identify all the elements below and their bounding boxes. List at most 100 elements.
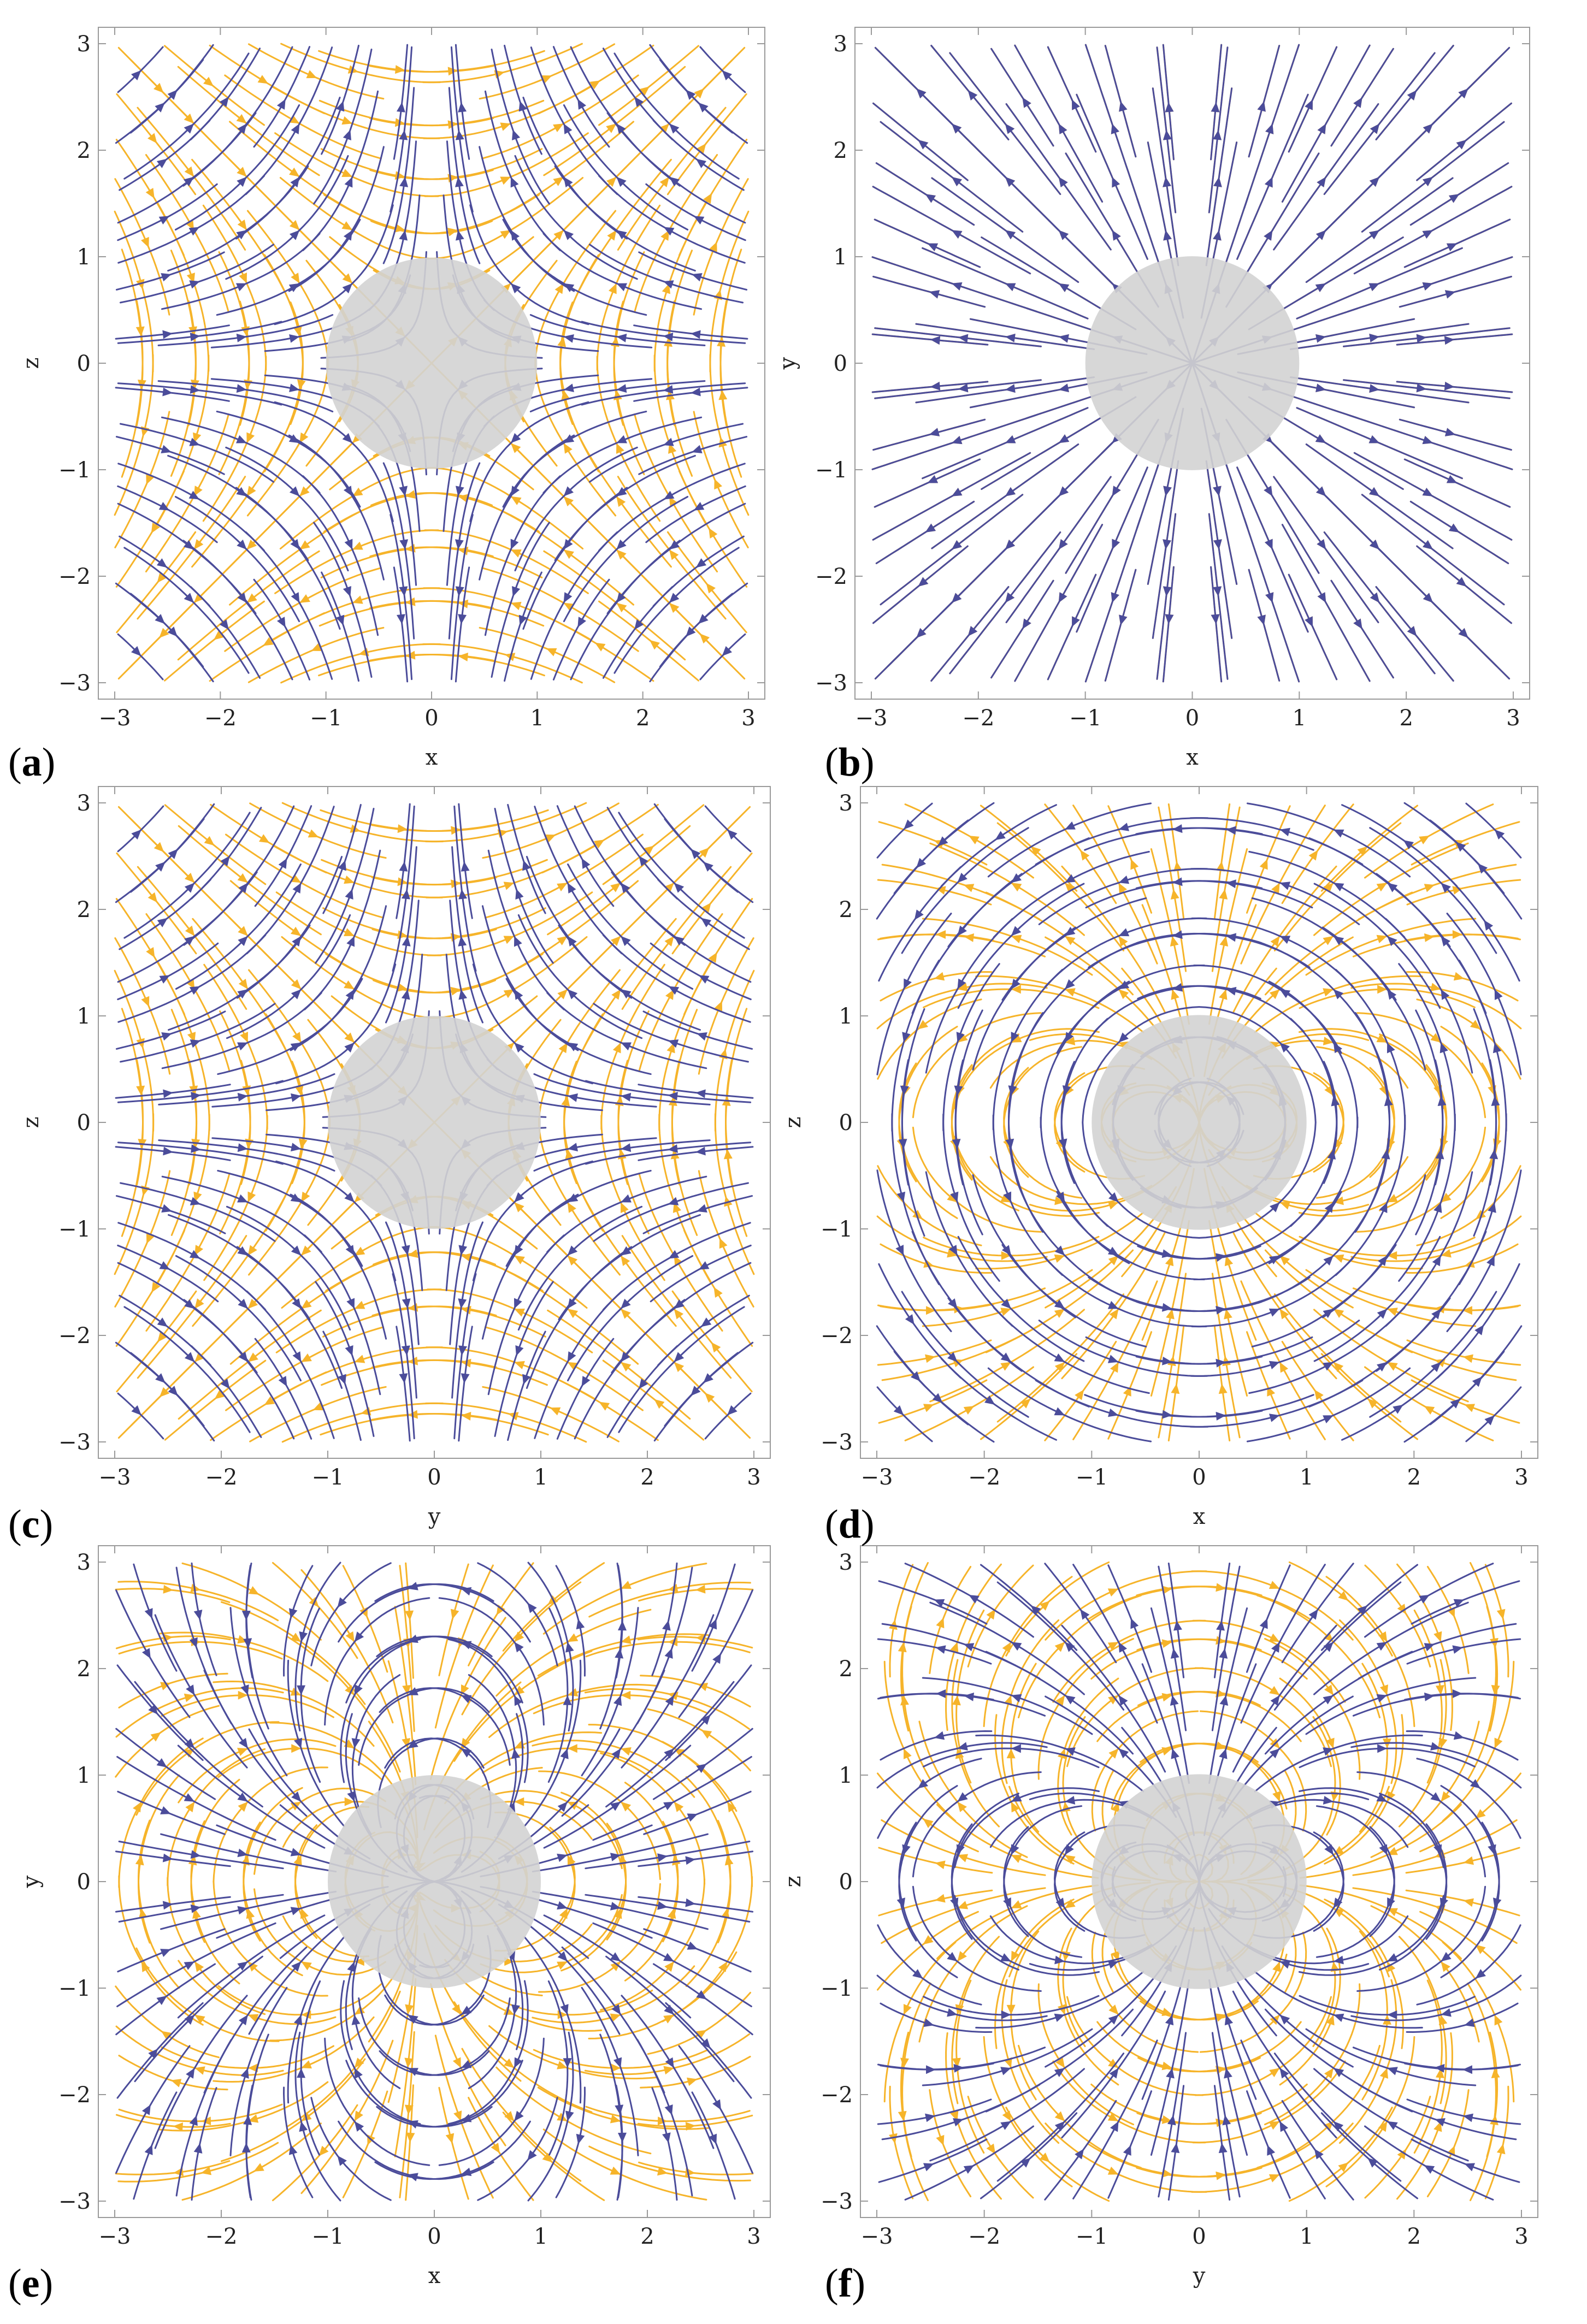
panel-c-arrowhead-blue [220, 855, 230, 867]
panel-d-arrowhead-blue [984, 1395, 995, 1405]
panel-e-arrowhead-blue [290, 1907, 302, 1915]
panel-e-streamline-blue [585, 1841, 751, 1870]
panel-e-streamline-blue [543, 1745, 692, 1849]
panel-c-arrowhead-orange [450, 879, 461, 889]
panel-e-streamline-blue [118, 1894, 284, 1923]
panel-d-arrowhead-blue [1441, 936, 1450, 947]
panel-f-arrowhead-blue [1170, 1695, 1179, 1706]
panel-d-arrowhead-blue [1333, 989, 1344, 1000]
panel-b-streamline-blue [915, 323, 1095, 350]
panel-e-arrowhead-orange [238, 1801, 248, 1812]
panel-e-streamline-blue [638, 1896, 754, 1913]
panel-f-arrowhead-blue [1219, 1695, 1229, 1706]
panel-b-streamline-blue [1047, 46, 1097, 153]
panel-d-arrowhead-orange [1065, 1037, 1076, 1045]
panel-c-arrowhead-orange [461, 1253, 471, 1262]
panel-a-streamline-blue [542, 233, 703, 310]
panel-d-arrowhead-blue [1494, 989, 1503, 1000]
panel-e-streamline-blue [438, 2037, 545, 2166]
panel-a-arrowhead-blue [399, 586, 408, 597]
panel-f-streamline-blue [1003, 1826, 1083, 1958]
panel-c-arrowhead-blue [461, 861, 470, 872]
panel-e-arrowhead-orange [237, 1748, 248, 1757]
panel-f-arrowhead-blue [935, 1645, 946, 1654]
panel-d-streamline-blue [1001, 1244, 1147, 1347]
panel-a-arrowhead-orange [500, 230, 511, 239]
panel-f-arrowhead-blue [1279, 2121, 1289, 2132]
panel-a-arrowhead-orange [511, 601, 522, 611]
panel-b-arrowhead-blue [1058, 383, 1069, 393]
panel-f-arrowhead-blue [1333, 1955, 1344, 1965]
panel-e-streamline-orange [118, 2055, 228, 2091]
panel-e-arrowhead-blue [408, 1739, 418, 1749]
panel-f-streamline-blue [898, 1785, 958, 1942]
panel-e-arrowhead-blue [557, 1901, 568, 1910]
panel-c-streamline-blue [458, 803, 473, 919]
panel-c-arrowhead-orange [258, 834, 270, 843]
panel-a-arrowhead-blue [563, 230, 574, 240]
panel-f-arrowhead-blue [1075, 2149, 1084, 2160]
panel-c-arrowhead-blue [163, 1089, 173, 1098]
panel-e-arrowhead-blue [190, 1904, 201, 1913]
panel-a-streamline-blue [638, 436, 748, 475]
panel-c-arrowhead-blue [668, 986, 680, 995]
panel-b-streamline-blue [949, 52, 1061, 195]
panel-a-arrowhead-orange [341, 116, 352, 125]
panel-b-arrowhead-blue [1005, 435, 1016, 443]
panel-e-arrowhead-orange [170, 2079, 182, 2088]
panel-e-arrowhead-orange [504, 2111, 515, 2121]
panel-d-xtick-label: −1 [1076, 1465, 1108, 1490]
panel-a-arrowhead-orange [263, 637, 274, 646]
panel-c-arrowhead-blue [668, 1197, 679, 1205]
panel-f-arrowhead-blue [947, 2008, 958, 2017]
panel-b-arrowhead-blue [1119, 614, 1128, 625]
panel-d-streamline-blue [1385, 918, 1473, 1074]
panel-e-arrowhead-blue [189, 1637, 198, 1648]
panel-b-arrowhead-blue [1446, 475, 1458, 483]
panel-b-arrowhead-blue [925, 523, 936, 533]
panel-b-streamline-blue [1323, 531, 1436, 675]
panel-b-arrowhead-blue [1211, 102, 1220, 113]
panel-d-arrowhead-blue [1000, 1352, 1011, 1362]
panel-a-arrowhead-blue [455, 129, 464, 140]
panel-f-arrowhead-orange [1011, 1855, 1022, 1863]
panel-e-arrowhead-blue [610, 1902, 621, 1911]
panel-c-arrowhead-blue [514, 936, 522, 947]
panel-c-arrowhead-orange [550, 1407, 561, 1416]
panel-a-arrowhead-blue [237, 123, 247, 134]
panel-a-xtick-label: −2 [204, 706, 237, 731]
panel-f-arrowhead-blue [1279, 2014, 1290, 2025]
panel-e-arrowhead-blue [461, 2060, 472, 2068]
panel-f-arrowhead-blue [1279, 1960, 1291, 1969]
panel-f-arrowhead-blue [1430, 1742, 1441, 1751]
panel-e-arrowhead-blue [190, 1850, 201, 1859]
panel-b-streamline-blue [1296, 407, 1463, 480]
panel-f-streamline-blue [1299, 1747, 1476, 1769]
panel-c-streamline-blue [254, 805, 312, 907]
panel-c-streamline-blue [392, 1273, 415, 1440]
panel-a-streamline-blue [581, 321, 746, 344]
panel-f-arrowhead-blue [1224, 2014, 1234, 2026]
panel-c-arrowhead-blue [292, 936, 302, 947]
panel-d-streamline-orange [1246, 805, 1291, 914]
panel-d-streamline-blue [1135, 827, 1314, 851]
panel-f-arrowhead-blue [1452, 1689, 1462, 1699]
panel-d-streamline-blue [1354, 1012, 1390, 1185]
panel-d-ytick-label: 0 [839, 1110, 853, 1136]
panel-f-arrowhead-blue [925, 2113, 936, 2122]
panel-a-arrowhead-blue [512, 586, 521, 597]
panel-a-arrowhead-orange [697, 143, 706, 154]
panel-d-streamline-orange [878, 821, 988, 866]
panel-e-arrowhead-blue [696, 1764, 707, 1773]
panel-c-streamline-blue [472, 1160, 593, 1281]
panel-d-arrowhead-blue [1216, 1358, 1226, 1368]
panel-e-xtick-label: 1 [534, 2224, 547, 2249]
panel-a-streamline-blue [652, 535, 745, 607]
panel-e-ytick-label: −2 [58, 2083, 91, 2108]
panel-a-arrowhead-blue [577, 617, 587, 628]
panel-d-arrowhead-blue [896, 1191, 906, 1203]
panel-d-arrowhead-blue [1484, 920, 1494, 931]
panel-c-arrowhead-blue [190, 1039, 201, 1048]
